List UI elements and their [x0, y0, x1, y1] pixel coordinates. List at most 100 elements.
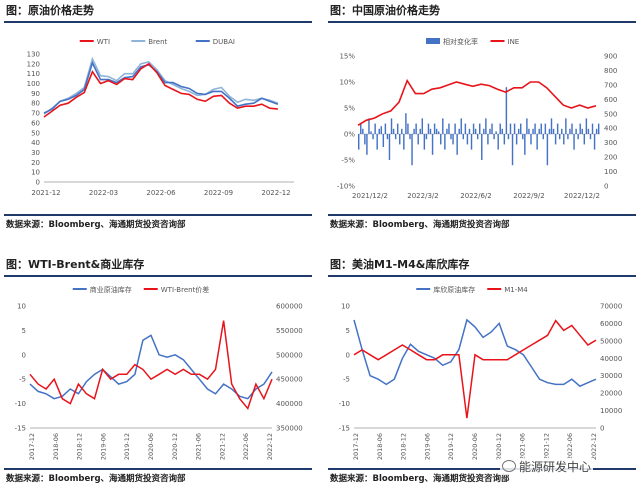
x-tick-label: 2022-06 [146, 189, 176, 197]
wechat-icon [502, 460, 516, 472]
bar [462, 134, 465, 140]
y2-tick-label: 0 [604, 183, 608, 191]
x-tick-label: 2022-06 [242, 433, 250, 460]
series-line-brent [43, 56, 279, 115]
bar [499, 123, 501, 134]
y2-tick-label: 800 [604, 67, 617, 75]
y2-tick-label: 600000 [276, 303, 303, 311]
bar [520, 123, 522, 134]
bar [405, 113, 407, 134]
series-line-spread [29, 320, 273, 411]
bar [472, 123, 475, 134]
bar [583, 134, 586, 145]
chart-panel-wti-brent: 图：WTI-Brent&商业库存 -15 -10 -5 0 5 10 350000 40000… [4, 256, 312, 486]
bar [380, 126, 382, 134]
bar [450, 134, 452, 140]
y2-tick-label: 550000 [276, 327, 303, 335]
bar [513, 123, 516, 134]
bar [571, 123, 573, 134]
bar [374, 123, 376, 134]
legend-label: INE [508, 38, 520, 46]
bar [427, 123, 430, 134]
bar [454, 123, 456, 134]
bar [546, 134, 549, 166]
y-tick-label: 5% [344, 105, 355, 113]
y-tick-label: 90 [31, 90, 40, 98]
bar [479, 123, 481, 134]
y-tick-label: 110 [27, 70, 40, 78]
bar [554, 134, 557, 145]
y-tick-label: 15% [339, 53, 355, 61]
bar [399, 134, 401, 145]
y2-tick-label: 500000 [276, 351, 303, 359]
watermark: 能源研发中心 [500, 458, 594, 475]
y2-tick-label: 600 [604, 96, 617, 104]
series-line-inventory [29, 334, 273, 400]
bar [442, 118, 444, 134]
chart-source: 数据来源：Bloomberg、海通期货投资咨询部 [330, 220, 510, 230]
x-tick-label: 2022-09 [204, 189, 233, 197]
x-tick-label: 2022/3/2 [407, 192, 438, 200]
x-tick-label: 2019-12 [123, 433, 131, 460]
bar [587, 128, 590, 134]
bar [493, 134, 495, 140]
source-rule [4, 214, 312, 216]
x-tick-label: 2018-12 [76, 433, 84, 460]
watermark-text: 能源研发中心 [519, 460, 592, 474]
bar [575, 128, 577, 134]
y-tick-label: -15 [15, 425, 26, 433]
y2-tick-label: 300 [604, 139, 617, 147]
y2-tick-label: 900 [604, 53, 617, 61]
bar [534, 123, 536, 134]
bar [360, 123, 362, 134]
chart-source: 数据来源：Bloomberg、海通期货投资咨询部 [6, 220, 186, 230]
chart-title: 图：中国原油价格走势 [330, 4, 440, 17]
chart-source: 数据来源：Bloomberg、海通期货投资咨询部 [330, 474, 510, 484]
bar [550, 118, 553, 134]
x-tick-label: 2018-06 [52, 433, 60, 460]
series-line-wti [43, 62, 278, 118]
bar [444, 134, 446, 150]
bar [505, 87, 508, 134]
y2-tick-label: 60000 [600, 320, 622, 328]
y2-tick-label: 450000 [276, 376, 303, 384]
y-tick-label: 0 [36, 179, 40, 187]
bar [415, 123, 417, 134]
bar [563, 134, 565, 145]
x-tick-label: 2018-06 [376, 433, 384, 460]
y2-tick-label: 700 [604, 81, 617, 89]
x-tick-label: 2022/6/2 [460, 192, 491, 200]
bar [440, 134, 442, 145]
x-tick-label: 2022/12/2 [564, 192, 600, 200]
bar [526, 118, 528, 134]
y-tick-label: 10% [339, 79, 355, 87]
y-tick-label: -10 [15, 400, 26, 408]
bar [530, 134, 532, 145]
bar [437, 131, 440, 134]
bar [558, 134, 561, 140]
bar [370, 131, 372, 134]
bar [452, 134, 454, 145]
y2-tick-label: 20000 [600, 390, 622, 398]
bar [358, 134, 360, 150]
x-tick-label: 2021-12 [31, 189, 60, 197]
x-tick-label: 2022-03 [89, 189, 118, 197]
y2-tick-label: 100 [604, 168, 617, 176]
y-tick-label: 10 [31, 169, 40, 177]
bar [485, 118, 487, 134]
title-rule [328, 275, 636, 277]
y-tick-label: 10 [341, 303, 350, 311]
bar [491, 123, 493, 134]
china-crude-chart: -10% -5% 0% 5% 10% 15% 0 100 200 300 400 500 600 700 8… [337, 37, 617, 200]
bar [561, 128, 563, 134]
bar [407, 123, 409, 134]
bar [542, 134, 545, 140]
y-tick-label: -10% [337, 183, 355, 191]
y-tick-label: 40 [31, 139, 40, 147]
bar [565, 118, 567, 134]
y-tick-label: 0 [346, 351, 350, 359]
bar [585, 118, 588, 134]
bar [597, 123, 600, 134]
chart-title: 图：WTI-Brent&商业库存 [6, 258, 145, 271]
